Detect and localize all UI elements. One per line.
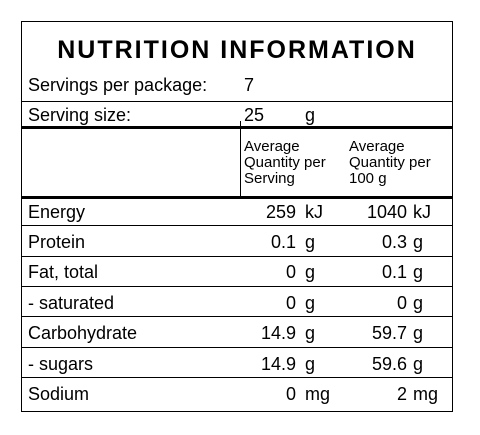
panel-title: NUTRITION INFORMATION xyxy=(57,36,417,64)
per-100g-value: 0 xyxy=(396,293,407,313)
header-per-serving-line3: Serving xyxy=(244,170,295,187)
per-serving-unit: mg xyxy=(305,384,331,404)
row-divider xyxy=(22,347,452,348)
per-serving-value: 14.9 xyxy=(260,354,296,374)
nutrient-name: Energy xyxy=(28,202,86,222)
per-serving-unit: kJ xyxy=(305,202,323,222)
rule-servings xyxy=(22,101,452,102)
nutrient-name: Fat, total xyxy=(28,262,99,282)
row-divider xyxy=(22,316,452,317)
per-serving-value: 0 xyxy=(285,293,296,313)
serving-size-label: Serving size: xyxy=(28,105,132,125)
servings-per-package-label: Servings per package: xyxy=(28,75,208,95)
per-serving-unit: g xyxy=(305,354,316,374)
row-divider xyxy=(22,286,452,287)
row-divider xyxy=(22,256,452,257)
nutrient-name: - sugars xyxy=(28,354,94,374)
per-100g-value: 0.1 xyxy=(381,262,407,282)
per-100g-unit: kJ xyxy=(413,202,431,222)
per-serving-unit: g xyxy=(305,262,316,282)
header-per-100g-line2: Quantity per xyxy=(349,154,431,171)
nutrient-name: Carbohydrate xyxy=(28,323,138,343)
per-100g-value: 59.6 xyxy=(371,354,407,374)
per-serving-value: 0 xyxy=(285,384,296,404)
header-per-serving-line2: Quantity per xyxy=(244,154,326,171)
per-serving-value: 0 xyxy=(285,262,296,282)
nutrient-name: - saturated xyxy=(28,293,115,313)
rule-header-top xyxy=(22,126,452,129)
header-per-100g-line3: 100 g xyxy=(349,170,387,187)
per-100g-unit: g xyxy=(413,323,424,343)
row-divider xyxy=(22,225,452,226)
header-per-100g: Average Quantity per 100 g xyxy=(349,139,431,187)
per-100g-value: 2 xyxy=(396,384,407,404)
header-separator xyxy=(240,121,241,196)
per-100g-unit: g xyxy=(413,232,424,252)
nutrition-panel: NUTRITION INFORMATION Servings per packa… xyxy=(21,21,453,412)
per-100g-value: 0.3 xyxy=(381,232,407,252)
per-100g-unit: g xyxy=(413,293,424,313)
per-serving-value: 0.1 xyxy=(270,232,296,252)
serving-size-value: 25 xyxy=(244,105,265,125)
row-divider xyxy=(22,377,452,378)
header-per-serving-line1: Average xyxy=(244,138,300,155)
per-serving-unit: g xyxy=(305,232,316,252)
per-100g-unit: g xyxy=(413,262,424,282)
per-100g-value: 59.7 xyxy=(371,323,407,343)
nutrient-name: Sodium xyxy=(28,384,90,404)
serving-size-unit: g xyxy=(305,105,316,125)
rule-header-bottom xyxy=(22,196,452,199)
header-per-serving: Average Quantity per Serving xyxy=(244,139,326,187)
nutrient-name: Protein xyxy=(28,232,86,252)
per-100g-unit: mg xyxy=(413,384,439,404)
per-serving-value: 14.9 xyxy=(260,323,296,343)
per-serving-unit: g xyxy=(305,293,316,313)
per-100g-unit: g xyxy=(413,354,424,374)
servings-per-package-value: 7 xyxy=(244,75,255,95)
per-serving-unit: g xyxy=(305,323,316,343)
per-serving-value: 259 xyxy=(265,202,296,222)
per-100g-value: 1040 xyxy=(366,202,407,222)
header-per-100g-line1: Average xyxy=(349,138,405,155)
